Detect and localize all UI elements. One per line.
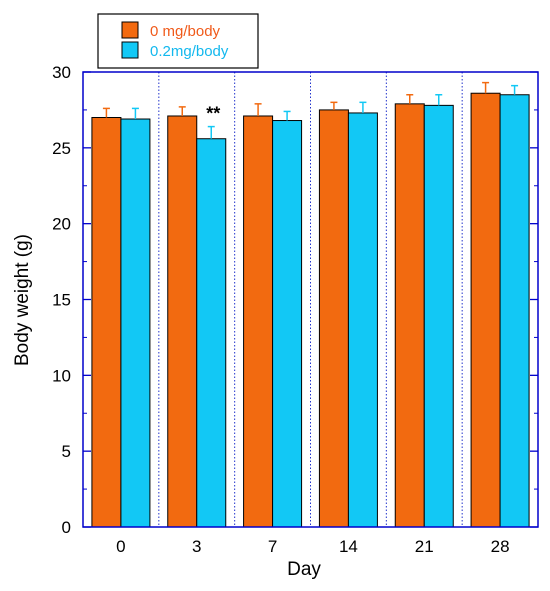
- x-axis-label: Day: [287, 559, 321, 580]
- error-bars: [102, 81, 519, 139]
- legend-swatch-series-2: [121, 41, 139, 59]
- bar-series-2-day-7: [272, 120, 303, 528]
- bar-series-1-day-3: [167, 115, 198, 528]
- legend-label-series-1: 0 mg/body: [150, 23, 221, 40]
- legend-swatch-series-1: [121, 21, 139, 39]
- y-tick-label: 15: [52, 291, 71, 310]
- y-tick-label: 25: [52, 139, 71, 158]
- y-axis: 0 5 10 15 20 25 30: [52, 63, 538, 537]
- y-tick-label: 20: [52, 215, 71, 234]
- x-tick-label: 3: [192, 537, 201, 556]
- x-tick-label: 28: [491, 537, 510, 556]
- bar-series-1-day-28: [470, 92, 501, 528]
- x-axis: 0 3 7 14 21 28: [116, 537, 509, 556]
- legend-label-series-2: 0.2mg/body: [150, 43, 229, 60]
- category-separators: [158, 72, 463, 527]
- y-tick-label: 10: [52, 366, 71, 385]
- x-tick-label: 14: [339, 537, 358, 556]
- bar-series-1-day-7: [243, 115, 274, 528]
- y-tick-label: 5: [62, 442, 71, 461]
- bar-series-1-day-14: [318, 109, 349, 528]
- significance-annotation: **: [206, 104, 220, 124]
- annotations: **: [206, 104, 220, 124]
- bars: [91, 92, 530, 528]
- bar-series-2-day-0: [120, 118, 151, 528]
- bar-series-1-day-0: [91, 117, 122, 528]
- bar-series-2-day-14: [347, 112, 378, 528]
- y-tick-label: 30: [52, 63, 71, 82]
- y-tick-label: 0: [62, 518, 71, 537]
- bar-series-1-day-21: [394, 103, 425, 528]
- x-tick-label: 7: [268, 537, 277, 556]
- x-tick-label: 0: [116, 537, 125, 556]
- x-tick-label: 21: [415, 537, 434, 556]
- bar-series-2-day-3: [196, 138, 227, 528]
- legend: 0 mg/body 0.2mg/body: [97, 13, 259, 69]
- bar-series-2-day-28: [499, 94, 530, 528]
- bar-series-2-day-21: [423, 104, 454, 528]
- y-axis-label: Body weight (g): [12, 234, 33, 366]
